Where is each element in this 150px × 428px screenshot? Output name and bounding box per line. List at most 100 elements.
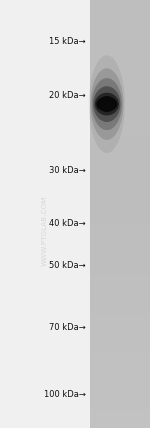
Bar: [90, 146, 150, 150]
Bar: [90, 399, 150, 403]
Bar: [90, 389, 150, 392]
Text: 50 kDa→: 50 kDa→: [49, 261, 86, 270]
Bar: [90, 339, 150, 342]
Text: 30 kDa→: 30 kDa→: [49, 166, 86, 175]
Bar: [90, 43, 150, 46]
Bar: [90, 228, 150, 232]
Bar: [90, 350, 150, 353]
Bar: [90, 114, 150, 118]
Bar: [90, 89, 150, 93]
Bar: [90, 200, 150, 203]
Bar: [90, 396, 150, 399]
Bar: [90, 378, 150, 382]
Bar: [90, 3, 150, 7]
Ellipse shape: [89, 55, 125, 153]
Bar: [90, 217, 150, 221]
Text: 20 kDa→: 20 kDa→: [49, 91, 86, 100]
Text: WWW.PTGLAB.COM: WWW.PTGLAB.COM: [42, 196, 48, 266]
Text: 40 kDa→: 40 kDa→: [49, 220, 86, 229]
Bar: [90, 75, 150, 78]
Bar: [90, 414, 150, 417]
Bar: [90, 214, 150, 217]
Bar: [90, 11, 150, 14]
Bar: [90, 21, 150, 25]
Bar: [90, 246, 150, 250]
Bar: [90, 335, 150, 339]
Bar: [90, 253, 150, 257]
Bar: [90, 61, 150, 64]
Bar: [90, 367, 150, 371]
Bar: [90, 278, 150, 282]
Bar: [90, 164, 150, 168]
Bar: [90, 189, 150, 193]
Bar: [90, 374, 150, 378]
Bar: [90, 207, 150, 211]
Bar: [90, 175, 150, 178]
Bar: [90, 243, 150, 246]
Bar: [90, 160, 150, 164]
Bar: [90, 36, 150, 39]
Bar: [90, 193, 150, 196]
Bar: [90, 221, 150, 225]
Bar: [90, 143, 150, 146]
Bar: [90, 14, 150, 18]
Bar: [90, 182, 150, 185]
Ellipse shape: [95, 93, 119, 116]
Bar: [90, 132, 150, 136]
Bar: [90, 332, 150, 335]
Bar: [90, 225, 150, 228]
Bar: [90, 235, 150, 239]
Bar: [90, 107, 150, 110]
Bar: [90, 385, 150, 389]
Bar: [90, 0, 150, 3]
Bar: [90, 360, 150, 364]
Bar: [90, 104, 150, 107]
Bar: [90, 100, 150, 104]
Bar: [90, 382, 150, 385]
Bar: [90, 285, 150, 289]
Bar: [90, 29, 150, 32]
Bar: [90, 296, 150, 300]
Text: 70 kDa→: 70 kDa→: [49, 324, 86, 333]
Bar: [90, 403, 150, 407]
Bar: [90, 421, 150, 425]
Bar: [90, 203, 150, 207]
Bar: [90, 57, 150, 61]
Bar: [90, 303, 150, 307]
Bar: [90, 257, 150, 260]
Bar: [90, 139, 150, 143]
Bar: [90, 211, 150, 214]
Bar: [90, 121, 150, 125]
Bar: [90, 93, 150, 96]
Bar: [90, 353, 150, 357]
Bar: [90, 71, 150, 75]
Bar: [90, 314, 150, 318]
Bar: [90, 54, 150, 57]
Bar: [90, 153, 150, 157]
Bar: [90, 86, 150, 89]
Bar: [90, 357, 150, 360]
Bar: [90, 168, 150, 171]
Bar: [90, 275, 150, 278]
Bar: [90, 342, 150, 346]
Bar: [90, 150, 150, 153]
Bar: [90, 185, 150, 189]
Bar: [90, 232, 150, 235]
Bar: [90, 157, 150, 160]
Bar: [90, 96, 150, 100]
Bar: [90, 239, 150, 243]
Bar: [90, 7, 150, 11]
Bar: [90, 292, 150, 296]
Ellipse shape: [92, 78, 122, 130]
Bar: [90, 410, 150, 414]
Bar: [90, 32, 150, 36]
Bar: [90, 364, 150, 367]
Bar: [90, 328, 150, 332]
Bar: [90, 50, 150, 54]
Bar: [90, 250, 150, 253]
Bar: [90, 264, 150, 268]
Bar: [90, 136, 150, 139]
Bar: [90, 346, 150, 350]
Bar: [90, 82, 150, 86]
Bar: [90, 125, 150, 128]
